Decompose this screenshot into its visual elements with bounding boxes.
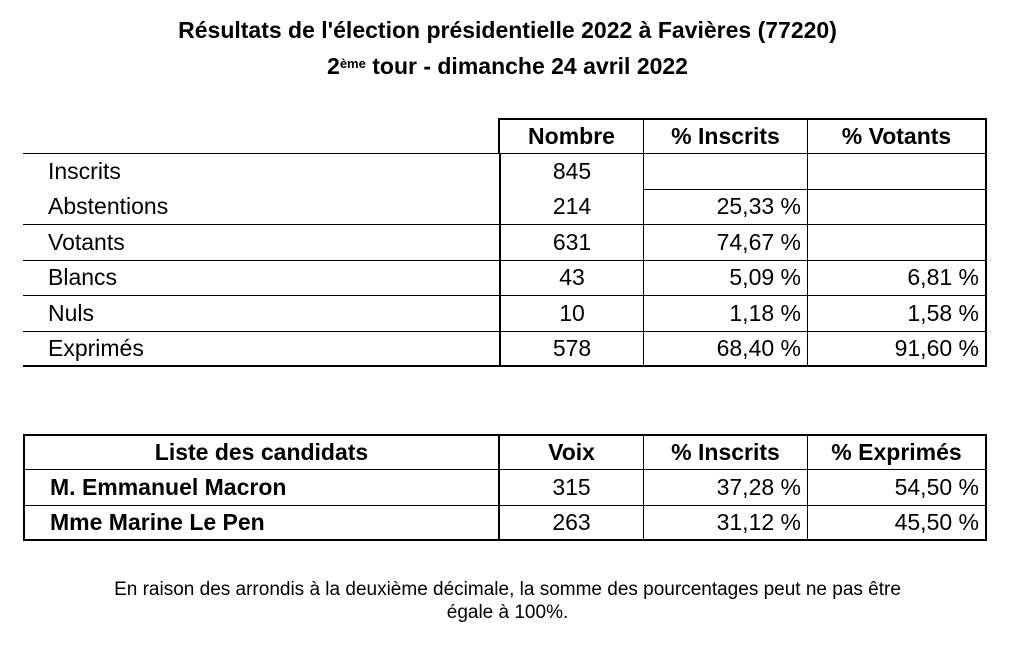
candidates-header-voix: Voix: [500, 434, 644, 470]
candidate-name-le-pen: Mme Marine Le Pen: [23, 505, 500, 541]
results-header-pct-votants: % Votants: [808, 118, 987, 154]
results-header-pct-inscrits: % Inscrits: [644, 118, 808, 154]
round-date: tour - dimanche 24 avril 2022: [365, 53, 688, 79]
candidate-pct-inscrits-macron: 37,28 %: [644, 470, 808, 506]
results-nombre-votants: 631: [500, 225, 644, 261]
results-pct-votants-blancs: 6,81 %: [808, 260, 987, 296]
results-nombre-nuls: 10: [500, 296, 644, 332]
round-ordinal-suffix: ème: [339, 56, 366, 71]
results-pct-inscrits-inscrits: [644, 154, 808, 190]
results-pct-inscrits-nuls: 1,18 %: [644, 296, 808, 332]
candidate-pct-exprimes-macron: 54,50 %: [808, 470, 987, 506]
round-number: 2: [327, 53, 340, 79]
candidates-header-liste: Liste des candidats: [23, 434, 500, 470]
results-pct-votants-nuls: 1,58 %: [808, 296, 987, 332]
results-header-empty: [23, 118, 500, 154]
results-label-votants: Votants: [23, 225, 500, 261]
candidate-voix-macron: 315: [500, 470, 644, 506]
results-pct-inscrits-blancs: 5,09 %: [644, 260, 808, 296]
results-header-nombre: Nombre: [500, 118, 644, 154]
candidate-voix-le-pen: 263: [500, 505, 644, 541]
results-label-nuls: Nuls: [23, 296, 500, 332]
results-pct-votants-exprimes: 91,60 %: [808, 331, 987, 367]
candidate-pct-inscrits-le-pen: 31,12 %: [644, 505, 808, 541]
results-label-abstentions: Abstentions: [23, 189, 500, 225]
results-nombre-exprimes: 578: [500, 331, 644, 367]
page-title: Résultats de l'élection présidentielle 2…: [178, 17, 837, 43]
page-subtitle: 2ème tour - dimanche 24 avril 2022: [0, 52, 1015, 80]
results-label-exprimes: Exprimés: [23, 331, 500, 367]
rounding-note: En raison des arrondis à la deuxième déc…: [0, 578, 1015, 624]
results-label-blancs: Blancs: [23, 260, 500, 296]
results-pct-inscrits-abstentions: 25,33 %: [644, 189, 808, 225]
results-pct-inscrits-votants: 74,67 %: [644, 225, 808, 261]
candidates-header-pct-inscrits: % Inscrits: [644, 434, 808, 470]
results-pct-votants-inscrits: [808, 154, 987, 190]
candidates-table: Liste des candidats Voix % Inscrits % Ex…: [23, 434, 987, 541]
results-pct-inscrits-exprimes: 68,40 %: [644, 331, 808, 367]
candidate-name-macron: M. Emmanuel Macron: [23, 470, 500, 506]
results-pct-votants-abstentions: [808, 189, 987, 225]
results-pct-votants-votants: [808, 225, 987, 261]
results-nombre-abstentions: 214: [500, 189, 644, 225]
rounding-note-line1: En raison des arrondis à la deuxième déc…: [114, 579, 901, 600]
rounding-note-line2: égale à 100%.: [446, 602, 569, 623]
results-table: Nombre % Inscrits % Votants Inscrits 845…: [23, 118, 987, 367]
results-nombre-inscrits: 845: [500, 154, 644, 190]
candidate-pct-exprimes-le-pen: 45,50 %: [808, 505, 987, 541]
results-label-inscrits: Inscrits: [23, 154, 500, 190]
results-nombre-blancs: 43: [500, 260, 644, 296]
candidates-header-pct-exprimes: % Exprimés: [808, 434, 987, 470]
